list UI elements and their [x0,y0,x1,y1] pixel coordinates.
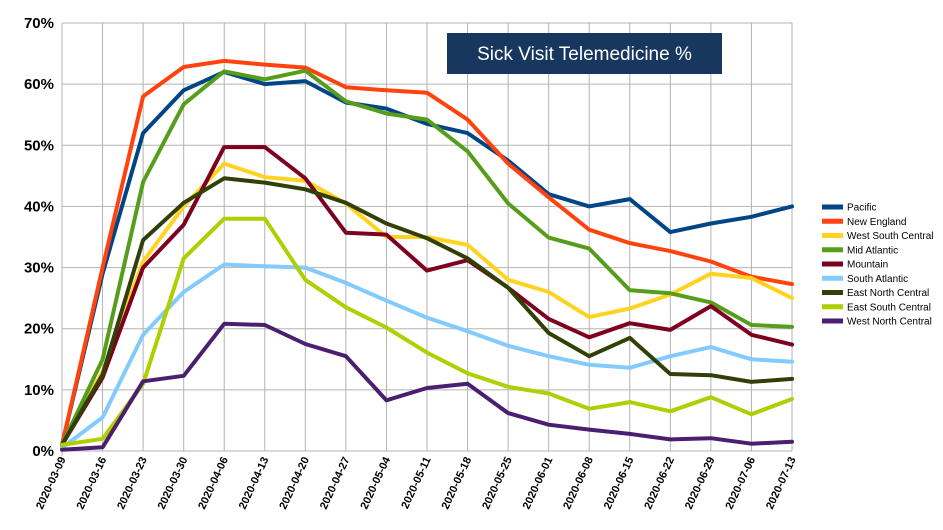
legend-swatch [822,304,843,310]
series-line-east-south-central [60,216,794,447]
x-axis-ticks: 2020-03-09 2020-03-16 2020-03-23 2020-03-30… [34,454,799,511]
y-tick-label: 60% [24,76,54,93]
chart-title-box: Sick Visit Telemedicine % [447,33,722,74]
plot-lines [60,58,794,452]
x-tick-label: 2020-03-23 [115,455,150,511]
series-line-south-atlantic [60,262,794,450]
legend-label: Mountain [847,260,888,271]
legend-swatch [822,290,843,295]
legend-label: West South Central [847,231,934,242]
x-tick-label: 2020-03-30 [156,455,191,511]
series-line-mountain [60,145,794,447]
x-tick-label: 2020-05-25 [480,455,515,511]
legend-swatch [822,275,843,281]
x-tick-label: 2020-07-13 [764,455,799,511]
x-tick-label: 2020-06-01 [521,455,556,511]
legend-label: East South Central [847,302,931,313]
legend-label: West North Central [847,317,932,328]
chart-title: Sick Visit Telemedicine % [477,44,692,65]
x-tick-label: 2020-06-29 [683,455,718,511]
y-tick-label: 30% [24,260,54,277]
x-tick-label: 2020-07-06 [724,455,759,511]
x-tick-label: 2020-04-06 [196,455,231,511]
legend: Pacific New England West South Central Mid … [822,203,934,328]
y-tick-label: 70% [24,15,54,32]
x-tick-label: 2020-05-18 [440,455,475,511]
y-axis-ticks: 0% 10% 20% 30% 40% 50% 60% 70% [24,15,54,460]
x-tick-label: 2020-06-22 [642,455,677,511]
legend-swatch [822,233,843,238]
x-tick-label: 2020-03-09 [34,455,69,511]
legend-swatch [822,204,843,210]
x-tick-label: 2020-04-27 [318,455,353,511]
legend-swatch [822,261,843,267]
legend-label: South Atlantic [847,274,908,285]
legend-swatch [822,218,843,224]
legend-label: East North Central [847,288,929,299]
legend-swatch [822,247,843,253]
y-tick-label: 0% [32,443,54,460]
series-line-new-england [60,58,794,447]
y-tick-label: 20% [24,321,54,338]
y-tick-label: 10% [24,382,54,399]
x-tick-label: 2020-05-11 [399,455,433,511]
series-line-west-north-central [60,321,794,452]
x-tick-label: 2020-05-04 [359,454,394,511]
x-tick-label: 2020-03-16 [75,455,110,511]
legend-label: Mid Atlantic [847,245,898,256]
x-tick-label: 2020-04-13 [237,455,272,511]
series-line-pacific [60,69,794,447]
x-tick-label: 2020-06-08 [561,455,596,511]
legend-label: Pacific [847,203,876,214]
series-line-east-north-central [60,176,794,447]
chart-title-background [447,33,722,74]
x-tick-label: 2020-04-20 [277,455,312,511]
y-tick-label: 50% [24,137,54,154]
y-tick-label: 40% [24,198,54,215]
legend-label: New England [847,217,906,228]
series-line-mid-atlantic [60,68,794,447]
legend-swatch [822,318,843,324]
x-tick-label: 2020-06-15 [602,455,637,511]
